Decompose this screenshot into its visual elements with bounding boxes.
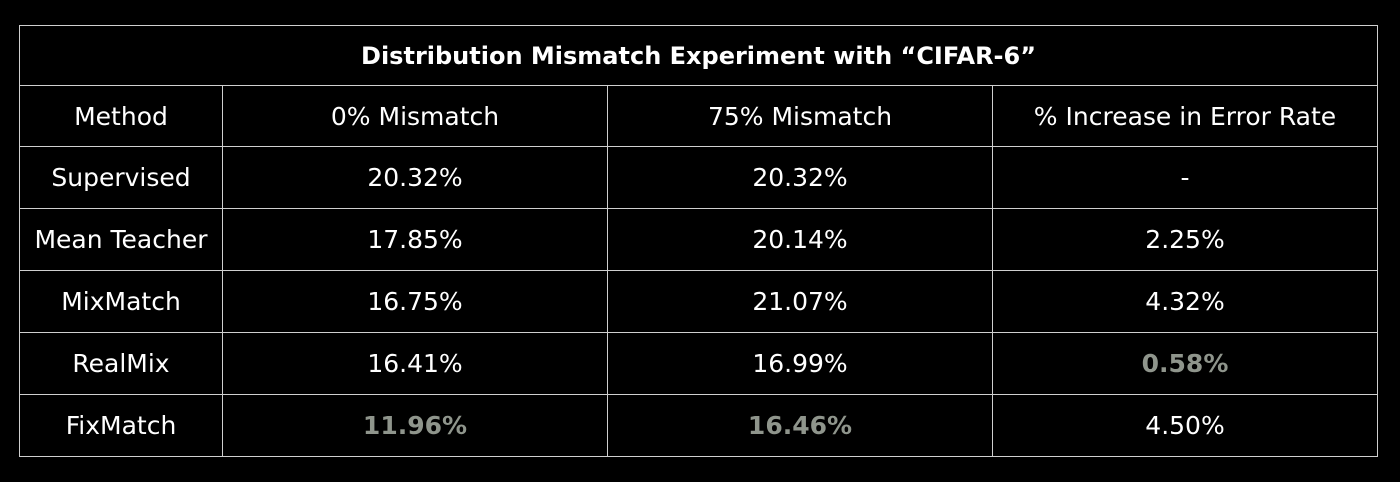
results-table: Distribution Mismatch Experiment with “C… bbox=[18, 25, 1379, 457]
zero-mismatch-cell: 17.85% bbox=[222, 208, 608, 271]
zero-mismatch-cell: 16.75% bbox=[222, 270, 608, 333]
75-mismatch-cell: 16.99% bbox=[607, 332, 993, 395]
column-header-zero-mismatch: 0% Mismatch bbox=[222, 85, 608, 147]
table-row: RealMix 16.41% 16.99% 0.58% bbox=[19, 332, 1379, 395]
column-header-method: Method bbox=[19, 85, 223, 147]
table-row: Supervised 20.32% 20.32% - bbox=[19, 146, 1379, 209]
method-cell: Mean Teacher bbox=[19, 208, 223, 271]
error-increase-cell: 4.32% bbox=[991, 270, 1379, 333]
75-mismatch-cell: 20.32% bbox=[607, 146, 993, 209]
column-header-75-mismatch: 75% Mismatch bbox=[607, 85, 993, 147]
75-mismatch-cell: 21.07% bbox=[607, 270, 993, 333]
column-header-error-increase: % Increase in Error Rate bbox=[991, 85, 1379, 147]
method-cell: MixMatch bbox=[19, 270, 223, 333]
header-row: Method 0% Mismatch 75% Mismatch % Increa… bbox=[19, 85, 1379, 147]
method-cell: Supervised bbox=[19, 146, 223, 209]
75-mismatch-cell: 16.46% bbox=[607, 394, 993, 457]
zero-mismatch-cell: 16.41% bbox=[222, 332, 608, 395]
error-increase-cell: 2.25% bbox=[991, 208, 1379, 271]
error-increase-cell: 4.50% bbox=[991, 394, 1379, 457]
method-cell: RealMix bbox=[19, 332, 223, 395]
table-row: MixMatch 16.75% 21.07% 4.32% bbox=[19, 270, 1379, 333]
zero-mismatch-cell: 11.96% bbox=[222, 394, 608, 457]
table-title: Distribution Mismatch Experiment with “C… bbox=[18, 25, 1379, 86]
table-row: Mean Teacher 17.85% 20.14% 2.25% bbox=[19, 208, 1379, 271]
title-row: Distribution Mismatch Experiment with “C… bbox=[18, 25, 1379, 86]
method-cell: FixMatch bbox=[19, 394, 223, 457]
results-table-container: Distribution Mismatch Experiment with “C… bbox=[18, 25, 1379, 457]
error-increase-cell: 0.58% bbox=[991, 332, 1379, 395]
error-increase-cell: - bbox=[991, 146, 1379, 209]
75-mismatch-cell: 20.14% bbox=[607, 208, 993, 271]
zero-mismatch-cell: 20.32% bbox=[222, 146, 608, 209]
table-row: FixMatch 11.96% 16.46% 4.50% bbox=[19, 394, 1379, 457]
